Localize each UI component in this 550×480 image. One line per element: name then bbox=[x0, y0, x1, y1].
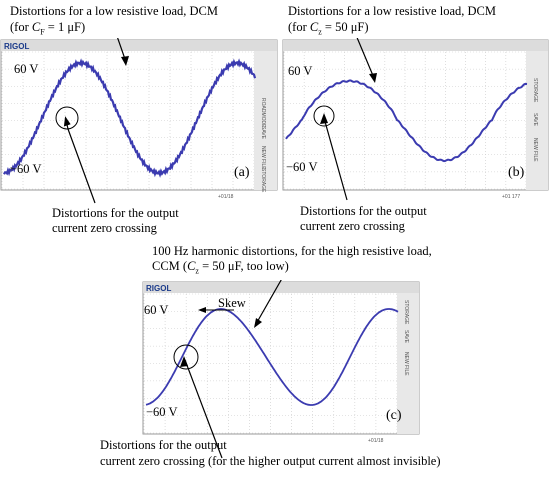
side-label-c3: NEW FILE bbox=[403, 352, 409, 376]
side-label-a1: ROADMODE bbox=[260, 98, 266, 128]
side-label-c1: STORAGE bbox=[403, 300, 409, 325]
y-bottom-label-c: −60 V bbox=[146, 405, 178, 419]
side-label-b1: STORAGE bbox=[532, 78, 538, 103]
zero-crossing-circle-a bbox=[55, 106, 79, 130]
note-c-line2: current zero crossing (for the higher ou… bbox=[100, 454, 441, 468]
note-c-line1: Distortions for the output bbox=[100, 438, 227, 452]
oscilloscope-screen-a: RIGOL ROADMODE SAVE NEW FILE STORAGE +01… bbox=[0, 38, 278, 204]
skew-label: Skew bbox=[218, 296, 246, 310]
side-label-c2: SAVE bbox=[403, 330, 409, 344]
scope-panel-a: RIGOL ROADMODE SAVE NEW FILE STORAGE +01… bbox=[0, 0, 280, 240]
voltage-trace-a bbox=[3, 58, 257, 178]
panel-letter-c: (c) bbox=[386, 408, 402, 423]
scope-footer-a: +01/18 bbox=[218, 194, 234, 200]
scope-footer-c: +01/18 bbox=[368, 438, 384, 444]
grid-b bbox=[283, 51, 527, 190]
scope-brand-a: RIGOL bbox=[4, 42, 29, 51]
caption-a: Distortions for a low resistive load, DC… bbox=[10, 4, 218, 18]
note-b-line2: current zero crossing bbox=[300, 219, 405, 233]
y-top-label-a: 60 V bbox=[14, 62, 39, 76]
panel-letter-b: (b) bbox=[508, 165, 525, 180]
scope-brand-c: RIGOL bbox=[146, 284, 171, 293]
voltage-trace-b bbox=[285, 79, 528, 163]
y-bottom-label-b: −60 V bbox=[286, 160, 318, 174]
caption-c-line2: CCM (Cz = 50 μF, too low) bbox=[152, 259, 289, 276]
zero-crossing-circle-c bbox=[173, 344, 199, 370]
scope-footer-b: +01 177 bbox=[502, 194, 520, 200]
note-b-line1: Distortions for the output bbox=[300, 204, 427, 218]
caption-c-line1: 100 Hz harmonic distortions, for the hig… bbox=[152, 244, 432, 258]
note-a-line1: Distortions for the output bbox=[52, 206, 179, 220]
y-top-label-c: 60 V bbox=[144, 303, 169, 317]
param-a: (for CF = 1 μF) bbox=[10, 20, 86, 37]
side-label-a3: NEW FILE bbox=[260, 146, 266, 170]
grid-a bbox=[1, 51, 255, 190]
zero-crossing-circle-b bbox=[313, 105, 335, 127]
side-label-a2: SAVE bbox=[260, 126, 266, 140]
note-a-line2: current zero crossing bbox=[52, 221, 157, 235]
param-b: (for Cz = 50 μF) bbox=[288, 20, 369, 37]
oscilloscope-screen-c: RIGOL STORAGE SAVE NEW FILE +01/18 bbox=[142, 280, 420, 459]
side-label-a4: STORAGE bbox=[260, 168, 266, 193]
side-label-b2: SAVE bbox=[532, 113, 538, 127]
oscilloscope-screen-b: STORAGE SAVE NEW FILE +01 177 bbox=[282, 38, 549, 201]
y-bottom-label-a: −60 V bbox=[10, 162, 42, 176]
side-label-b3: NEW FILE bbox=[532, 138, 538, 162]
scope-panel-c: RIGOL STORAGE SAVE NEW FILE +01/18 100 H… bbox=[90, 240, 441, 473]
svg-text:T: T bbox=[10, 167, 13, 173]
y-top-label-b: 60 V bbox=[288, 64, 313, 78]
caption-b: Distortions for a low resistive load, DC… bbox=[288, 4, 496, 18]
scope-panel-b: STORAGE SAVE NEW FILE +01 177 Distortion… bbox=[282, 0, 550, 240]
panel-letter-a: (a) bbox=[234, 165, 250, 180]
